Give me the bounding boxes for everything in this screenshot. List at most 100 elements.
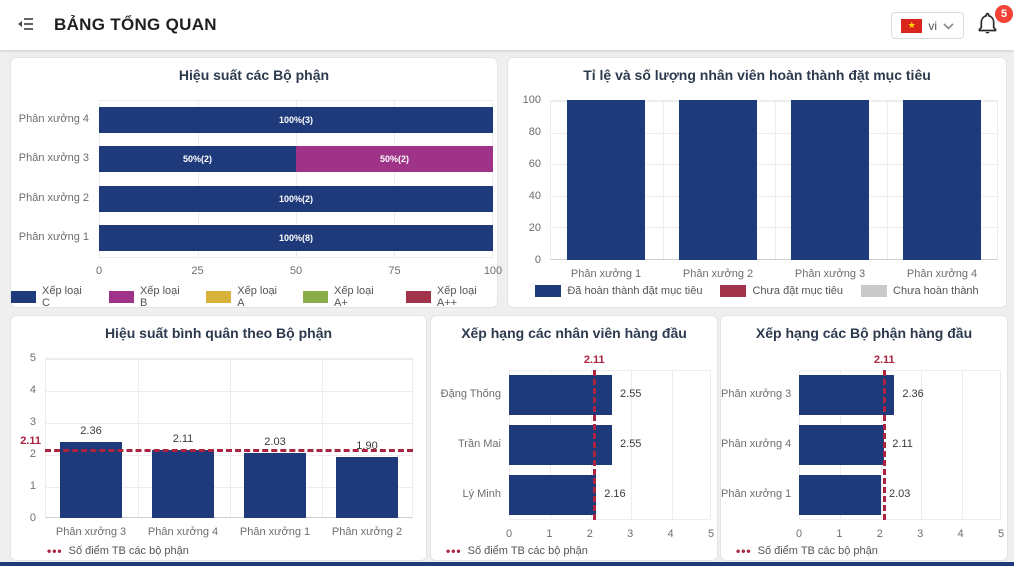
- x-tick-label: 2: [876, 528, 883, 540]
- gridline: [46, 391, 412, 392]
- bar-value-label: 2.03: [889, 488, 911, 500]
- column-bar[interactable]: [567, 100, 645, 260]
- menu-indent-icon: [16, 14, 36, 37]
- stacked-bar-segment[interactable]: 50%(2): [296, 146, 493, 173]
- row-bar[interactable]: [509, 425, 613, 465]
- legend-label: Chưa hoàn thành: [893, 285, 979, 297]
- gridline: [296, 101, 297, 257]
- column-bar[interactable]: [679, 100, 757, 260]
- category-label: Phân xưởng 1: [570, 268, 642, 280]
- legend-label: Xếp loại A+: [333, 285, 374, 309]
- row-bar[interactable]: [799, 425, 885, 465]
- category-label: Trần Mai: [458, 438, 501, 450]
- category-label: Phân xưởng 2: [331, 526, 403, 538]
- y-tick-label: 40: [528, 190, 541, 202]
- x-tick-label: 50: [289, 265, 303, 277]
- column-bar[interactable]: [791, 100, 869, 260]
- legend-item[interactable]: ••• Số điểm TB các bộ phận: [736, 544, 878, 558]
- language-selector[interactable]: ★ vi: [891, 12, 964, 39]
- legend-item[interactable]: Chưa đặt mục tiêu: [720, 285, 843, 297]
- y-tick-label: 0: [29, 512, 36, 524]
- column-bar[interactable]: [903, 100, 981, 260]
- gridline: [775, 101, 776, 259]
- stacked-bar-segment[interactable]: 50%(2): [99, 146, 296, 173]
- sidebar-toggle-button[interactable]: [8, 7, 44, 43]
- chart-dept-performance: Phân xưởng 4 100%(3) Phân xưởng 3 50%(2) 50%…: [11, 58, 502, 309]
- y-tick-label: 4: [29, 384, 36, 396]
- stacked-bar-segment[interactable]: 100%(8): [99, 225, 493, 252]
- legend-item[interactable]: ••• Số điểm TB các bộ phận: [446, 544, 588, 558]
- average-value-label: 2.11: [20, 435, 41, 448]
- chart-avg-by-dept: 0 1 2 3 4 5 2.36 Phân xưởng 3 2.11 Phân xưởng 4 2.…: [11, 316, 426, 560]
- legend-label: Xếp loại A: [237, 285, 278, 309]
- legend-item[interactable]: Xếp loại A++: [405, 285, 497, 309]
- bar-value-label: 2.11: [892, 438, 913, 450]
- y-tick-label: 5: [29, 352, 36, 364]
- legend-item[interactable]: ••• Số điểm TB các bộ phận: [47, 544, 189, 558]
- chart-legend: Đã hoàn thành đặt mục tiêu Chưa đặt mục t…: [508, 285, 1006, 297]
- x-tick-label: 3: [917, 528, 924, 540]
- gridline: [887, 101, 888, 259]
- gridline: [551, 227, 997, 229]
- gridline: [551, 164, 997, 166]
- category-label: Phân xưởng 1: [239, 526, 311, 538]
- y-tick-label: 80: [528, 126, 541, 138]
- gridline: [551, 101, 997, 102]
- gridline: [921, 371, 923, 519]
- x-tick-label: 1: [836, 528, 843, 540]
- legend-label: Số điểm TB các bộ phận: [68, 545, 189, 557]
- category-label: Phân xưởng 2: [682, 268, 754, 280]
- category-label: Phân xưởng 1: [721, 488, 792, 500]
- row-bar[interactable]: [509, 375, 613, 415]
- gridline: [46, 455, 412, 456]
- legend-item[interactable]: Đã hoàn thành đặt mục tiêu: [535, 285, 702, 297]
- column-bar[interactable]: [60, 442, 122, 518]
- x-tick-label: 5: [997, 528, 1005, 540]
- gridline: [551, 132, 997, 134]
- average-dashed-line: [593, 370, 597, 520]
- stacked-bar-segment[interactable]: 100%(3): [99, 106, 493, 133]
- legend-item[interactable]: Chưa hoàn thành: [861, 285, 979, 297]
- chart-title: Xếp hạng các Bộ phận hàng đầu: [755, 325, 973, 341]
- legend-item[interactable]: Xếp loại C: [11, 285, 91, 309]
- column-bar[interactable]: [152, 450, 214, 518]
- column-bar[interactable]: [244, 453, 306, 518]
- category-label: Phân xưởng 4: [906, 268, 978, 280]
- gridline: [46, 359, 412, 360]
- legend-label: Số điểm TB các bộ phận: [757, 545, 878, 557]
- card-top-employees: Xếp hạng các nhân viên hàng đầu Đặng Thố…: [430, 315, 718, 561]
- card-dept-performance: Hiệu suất các Bộ phận Phân xưởng 4 100%(3…: [10, 57, 502, 309]
- chevron-down-icon: [943, 17, 954, 35]
- bar-value-label: 100%(2): [278, 193, 314, 204]
- bar-value-label: 2.36: [902, 388, 924, 400]
- bar-value-label: 2.55: [620, 388, 642, 400]
- chart-top-departments: Phân xưởng 3 2.36 Phân xưởng 4 2.11 Phân xưở…: [721, 316, 1007, 560]
- row-bar[interactable]: [509, 475, 597, 515]
- legend-item[interactable]: Xếp loại A: [206, 285, 285, 309]
- gridline: [230, 359, 231, 517]
- row-bar[interactable]: [799, 475, 881, 515]
- category-label: Phân xưởng 3: [794, 268, 866, 280]
- bar-value-label: 50%(2): [379, 154, 409, 165]
- gridline: [671, 371, 673, 519]
- chart-title: Hiệu suất bình quân theo Bộ phận: [104, 325, 333, 341]
- row-bar[interactable]: [799, 375, 895, 415]
- notification-badge: 5: [995, 5, 1013, 23]
- legend-label: Xếp loại B: [139, 285, 180, 309]
- gridline: [46, 487, 412, 488]
- chart-title: Hiệu suất các Bộ phận: [178, 67, 330, 83]
- y-tick-label: 3: [29, 416, 36, 428]
- category-label: Phân xưởng 4: [18, 112, 89, 125]
- stacked-bar-segment[interactable]: 100%(2): [99, 185, 493, 212]
- legend-item[interactable]: Xếp loại B: [108, 285, 188, 309]
- legend-item[interactable]: Xếp loại A+: [302, 285, 388, 309]
- legend-swatch: [405, 291, 431, 303]
- chart-top-employees: Đặng Thống 2.55 Trần Mai 2.55 Lý Minh 2.16 2.1…: [431, 316, 717, 560]
- notifications-button[interactable]: 5: [974, 5, 1013, 40]
- legend-dashed-line-swatch: •••: [446, 544, 462, 558]
- bar-value-label: 2.55: [620, 438, 642, 450]
- column-bar[interactable]: [336, 457, 398, 518]
- legend-swatch: [302, 291, 328, 303]
- y-tick-label: 1: [29, 480, 36, 492]
- gridline: [961, 371, 963, 519]
